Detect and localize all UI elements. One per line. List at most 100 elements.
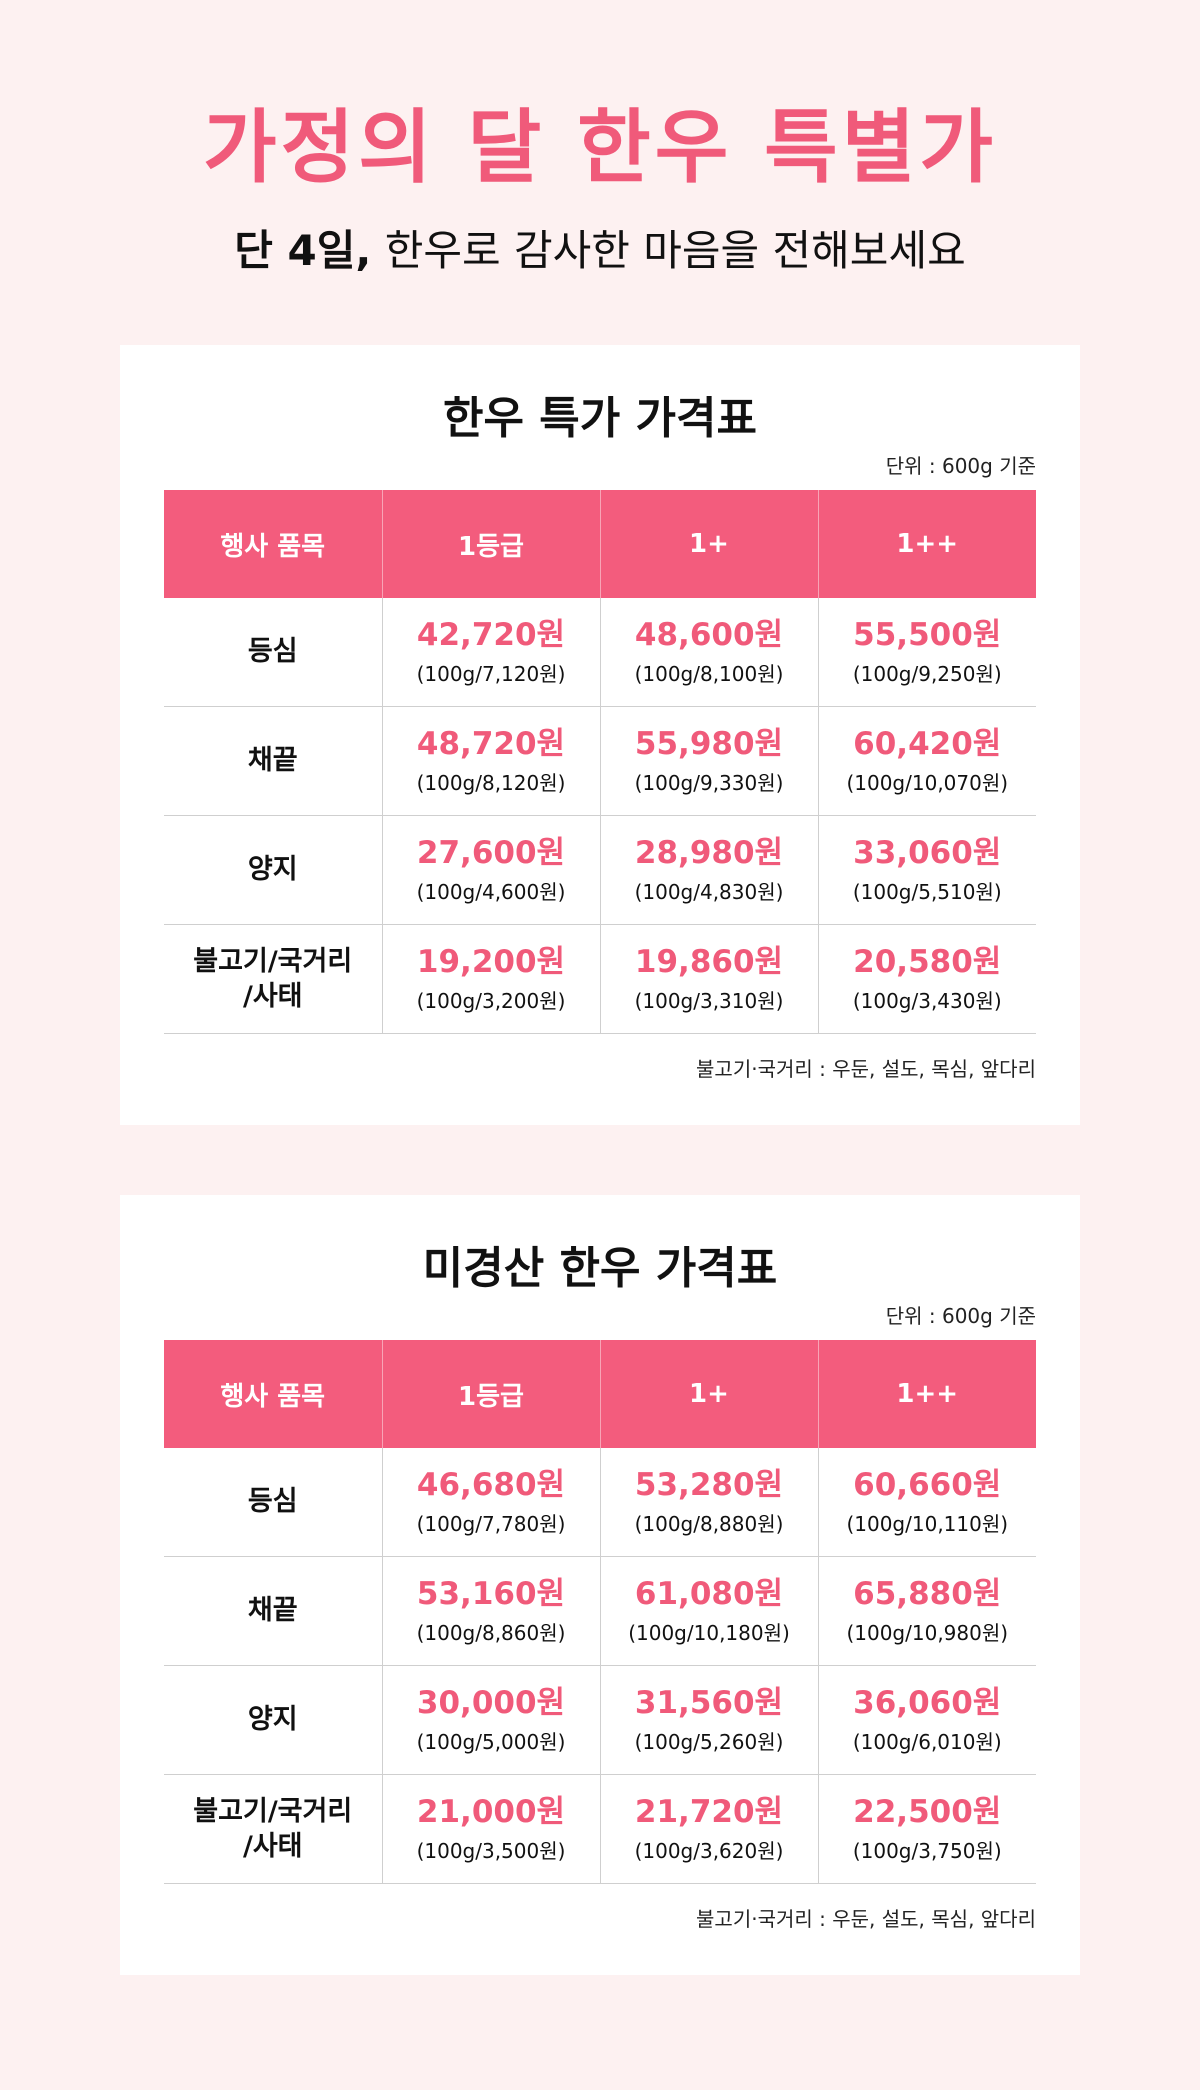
price: 60,660원: [853, 1466, 1002, 1503]
price: 48,600원: [634, 616, 784, 653]
price: 46,680원: [416, 1466, 566, 1503]
price: 48,720원: [416, 725, 566, 762]
price-per-100g: (100g/7,120원): [416, 662, 566, 687]
unit-note: 단위 : 600g 기준: [885, 1304, 1036, 1328]
price-per-100g: (100g/3,620원): [634, 1839, 784, 1864]
price-per-100g: (100g/10,980원): [846, 1621, 1009, 1646]
price-cell: 19,200원 (100g/3,200원): [382, 924, 601, 1034]
price-per-100g: (100g/4,830원): [634, 880, 784, 905]
price-per-100g: (100g/5,510원): [852, 880, 1002, 905]
price-cell: 21,000원 (100g/3,500원): [382, 1774, 601, 1884]
price-cell: 61,080원 (100g/10,180원): [600, 1556, 819, 1666]
item-name: 양지: [164, 1665, 383, 1775]
price: 30,000원: [416, 1684, 566, 1721]
price-cell: 60,420원 (100g/10,070원): [818, 706, 1036, 816]
price-cell: 20,580원 (100g/3,430원): [818, 924, 1036, 1034]
price: 53,160원: [416, 1575, 566, 1612]
table-row: 양지 27,600원 (100g/4,600원) 28,980원 (100g/4,8…: [164, 815, 1036, 925]
price: 20,580원: [853, 943, 1002, 980]
price-per-100g: (100g/6,010원): [852, 1730, 1002, 1755]
price-cell: 21,720원 (100g/3,620원): [600, 1774, 819, 1884]
header-item: 행사 품목: [164, 1340, 383, 1448]
price-cell: 53,160원 (100g/8,860원): [382, 1556, 601, 1666]
price-per-100g: (100g/10,110원): [846, 1512, 1009, 1537]
price: 19,860원: [634, 943, 784, 980]
table-row: 채끝 53,160원 (100g/8,860원) 61,080원 (100g/10,…: [164, 1556, 1036, 1666]
price-cell: 46,680원 (100g/7,780원): [382, 1448, 601, 1557]
item-name: 채끝: [164, 1556, 383, 1666]
table-header-row: 행사 품목 1등급 1+ 1++: [164, 1340, 1036, 1448]
price: 22,500원: [853, 1793, 1002, 1830]
price-cell: 22,500원 (100g/3,750원): [818, 1774, 1036, 1884]
item-name: 불고기/국거리/사태: [164, 1774, 383, 1884]
price-per-100g: (100g/7,780원): [416, 1512, 566, 1537]
price-cell: 30,000원 (100g/5,000원): [382, 1665, 601, 1775]
price-table: 행사 품목 1등급 1+ 1++ 등심 46,680원 (100g/7,780원)…: [164, 1340, 1036, 1884]
price-per-100g: (100g/9,250원): [852, 662, 1002, 687]
price: 21,000원: [416, 1793, 566, 1830]
price-per-100g: (100g/8,860원): [416, 1621, 566, 1646]
price-cell: 55,980원 (100g/9,330원): [600, 706, 819, 816]
price-cell: 65,880원 (100g/10,980원): [818, 1556, 1036, 1666]
price: 27,600원: [416, 834, 566, 871]
price-cell: 36,060원 (100g/6,010원): [818, 1665, 1036, 1775]
subtitle-highlight: 단 4일,: [234, 226, 372, 275]
price-card-hanwoo: 한우 특가 가격표 단위 : 600g 기준 행사 품목 1등급 1+ 1++ …: [120, 345, 1080, 1125]
price-cell: 28,980원 (100g/4,830원): [600, 815, 819, 925]
price-cell: 60,660원 (100g/10,110원): [818, 1448, 1036, 1557]
header-grade-1: 1등급: [382, 490, 601, 598]
item-name: 양지: [164, 815, 383, 925]
price: 19,200원: [416, 943, 566, 980]
price-per-100g: (100g/8,100원): [634, 662, 784, 687]
price-per-100g: (100g/5,260원): [634, 1730, 784, 1755]
price: 36,060원: [853, 1684, 1002, 1721]
price-cell: 48,600원 (100g/8,100원): [600, 598, 819, 707]
price-per-100g: (100g/3,500원): [416, 1839, 566, 1864]
price-cell: 48,720원 (100g/8,120원): [382, 706, 601, 816]
price-per-100g: (100g/3,430원): [852, 989, 1002, 1014]
price-cell: 19,860원 (100g/3,310원): [600, 924, 819, 1034]
price-per-100g: (100g/10,070원): [846, 771, 1009, 796]
table-row: 양지 30,000원 (100g/5,000원) 31,560원 (100g/5,2…: [164, 1665, 1036, 1775]
price-cell: 33,060원 (100g/5,510원): [818, 815, 1036, 925]
header-grade-1: 1등급: [382, 1340, 601, 1448]
item-name: 등심: [164, 1448, 383, 1557]
price: 55,500원: [853, 616, 1002, 653]
foot-note: 불고기·국거리 : 우둔, 설도, 목심, 앞다리: [696, 1057, 1036, 1081]
item-name: 등심: [164, 598, 383, 707]
header-grade-1plusplus: 1++: [818, 490, 1036, 598]
price-cell: 31,560원 (100g/5,260원): [600, 1665, 819, 1775]
price-per-100g: (100g/4,600원): [416, 880, 566, 905]
foot-note: 불고기·국거리 : 우둔, 설도, 목심, 앞다리: [696, 1907, 1036, 1931]
page-title: 가정의 달 한우 특별가: [203, 101, 997, 194]
header-grade-1plusplus: 1++: [818, 1340, 1036, 1448]
price-per-100g: (100g/3,750원): [852, 1839, 1002, 1864]
price: 42,720원: [416, 616, 566, 653]
subtitle-text: 한우로 감사한 마음을 전해보세요: [371, 226, 966, 275]
price-cell: 55,500원 (100g/9,250원): [818, 598, 1036, 707]
price-per-100g: (100g/8,120원): [416, 771, 566, 796]
header-grade-1plus: 1+: [600, 1340, 819, 1448]
price: 53,280원: [634, 1466, 784, 1503]
price-per-100g: (100g/8,880원): [634, 1512, 784, 1537]
price-per-100g: (100g/5,000원): [416, 1730, 566, 1755]
price-cell: 27,600원 (100g/4,600원): [382, 815, 601, 925]
price: 55,980원: [634, 725, 784, 762]
price-per-100g: (100g/9,330원): [634, 771, 784, 796]
header-grade-1plus: 1+: [600, 490, 819, 598]
price-per-100g: (100g/3,310원): [634, 989, 784, 1014]
price: 21,720원: [634, 1793, 784, 1830]
header-item: 행사 품목: [164, 490, 383, 598]
price-card-heifer-hanwoo: 미경산 한우 가격표 단위 : 600g 기준 행사 품목 1등급 1+ 1++…: [120, 1195, 1080, 1975]
price: 31,560원: [634, 1684, 784, 1721]
price: 60,420원: [853, 725, 1002, 762]
price-table: 행사 품목 1등급 1+ 1++ 등심 42,720원 (100g/7,120원)…: [164, 490, 1036, 1034]
price: 28,980원: [634, 834, 784, 871]
price: 33,060원: [853, 834, 1002, 871]
price-cell: 42,720원 (100g/7,120원): [382, 598, 601, 707]
unit-note: 단위 : 600g 기준: [885, 454, 1036, 478]
price-per-100g: (100g/3,200원): [416, 989, 566, 1014]
item-name: 채끝: [164, 706, 383, 816]
hero-section: 가정의 달 한우 특별가 단 4일, 한우로 감사한 마음을 전해보세요: [0, 0, 1200, 276]
table-row: 불고기/국거리/사태 21,000원 (100g/3,500원) 21,720원 (…: [164, 1774, 1036, 1884]
